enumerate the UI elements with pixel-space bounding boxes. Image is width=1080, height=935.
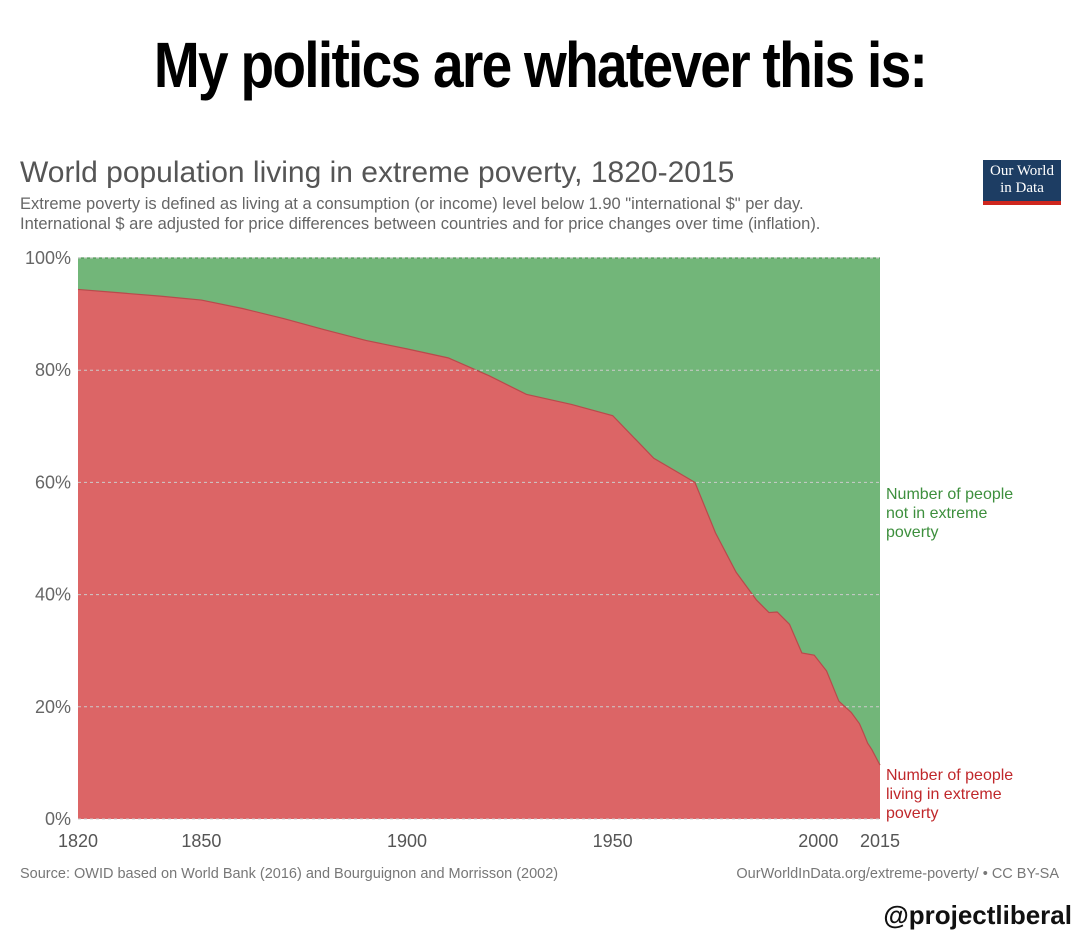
chart-license[interactable]: OurWorldInData.org/extreme-poverty/ • CC… bbox=[736, 866, 1059, 882]
y-tick-label: 80% bbox=[35, 360, 71, 380]
meme-title: My politics are whatever this is: bbox=[153, 29, 928, 101]
x-tick-label: 2015 bbox=[860, 831, 900, 851]
y-tick-label: 40% bbox=[35, 585, 71, 605]
x-tick-label: 1820 bbox=[58, 831, 98, 851]
y-tick-label: 0% bbox=[45, 809, 71, 829]
area-not-in-extreme-poverty bbox=[78, 258, 880, 766]
owid-logo-line-2: in Data bbox=[1000, 180, 1044, 196]
chart-subtitle-line-1: Extreme poverty is defined as living at … bbox=[20, 195, 804, 213]
area-extreme-poverty bbox=[78, 289, 880, 819]
y-tick-label: 60% bbox=[35, 472, 71, 492]
series-label-in-poverty: Number of people living in extreme poverty bbox=[886, 767, 1013, 822]
chart-subtitle: Extreme poverty is defined as living at … bbox=[20, 194, 960, 234]
y-tick-label: 20% bbox=[35, 697, 71, 717]
x-tick-label: 1900 bbox=[387, 831, 427, 851]
owid-logo[interactable]: Our World in Data bbox=[983, 160, 1061, 205]
x-tick-label: 1950 bbox=[593, 831, 633, 851]
poverty-area-chart: 0% 20% 40% 60% 80% 100% 1820 1850 1900 1950 2000 20… bbox=[25, 248, 1013, 851]
boundary-line-poverty bbox=[77, 288, 881, 766]
x-tick-label: 1850 bbox=[181, 831, 221, 851]
owid-logo-line-1: Our World bbox=[990, 163, 1054, 179]
chart-source: Source: OWID based on World Bank (2016) … bbox=[20, 866, 559, 882]
series-label-not-in-poverty: Number of people not in extreme poverty bbox=[886, 486, 1013, 541]
chart-subtitle-line-2: International $ are adjusted for price d… bbox=[20, 215, 821, 233]
social-handle: @projectliberal bbox=[883, 900, 1072, 930]
x-tick-label: 2000 bbox=[798, 831, 838, 851]
chart-title: World population living in extreme pover… bbox=[20, 156, 735, 189]
y-tick-label: 100% bbox=[25, 248, 71, 268]
